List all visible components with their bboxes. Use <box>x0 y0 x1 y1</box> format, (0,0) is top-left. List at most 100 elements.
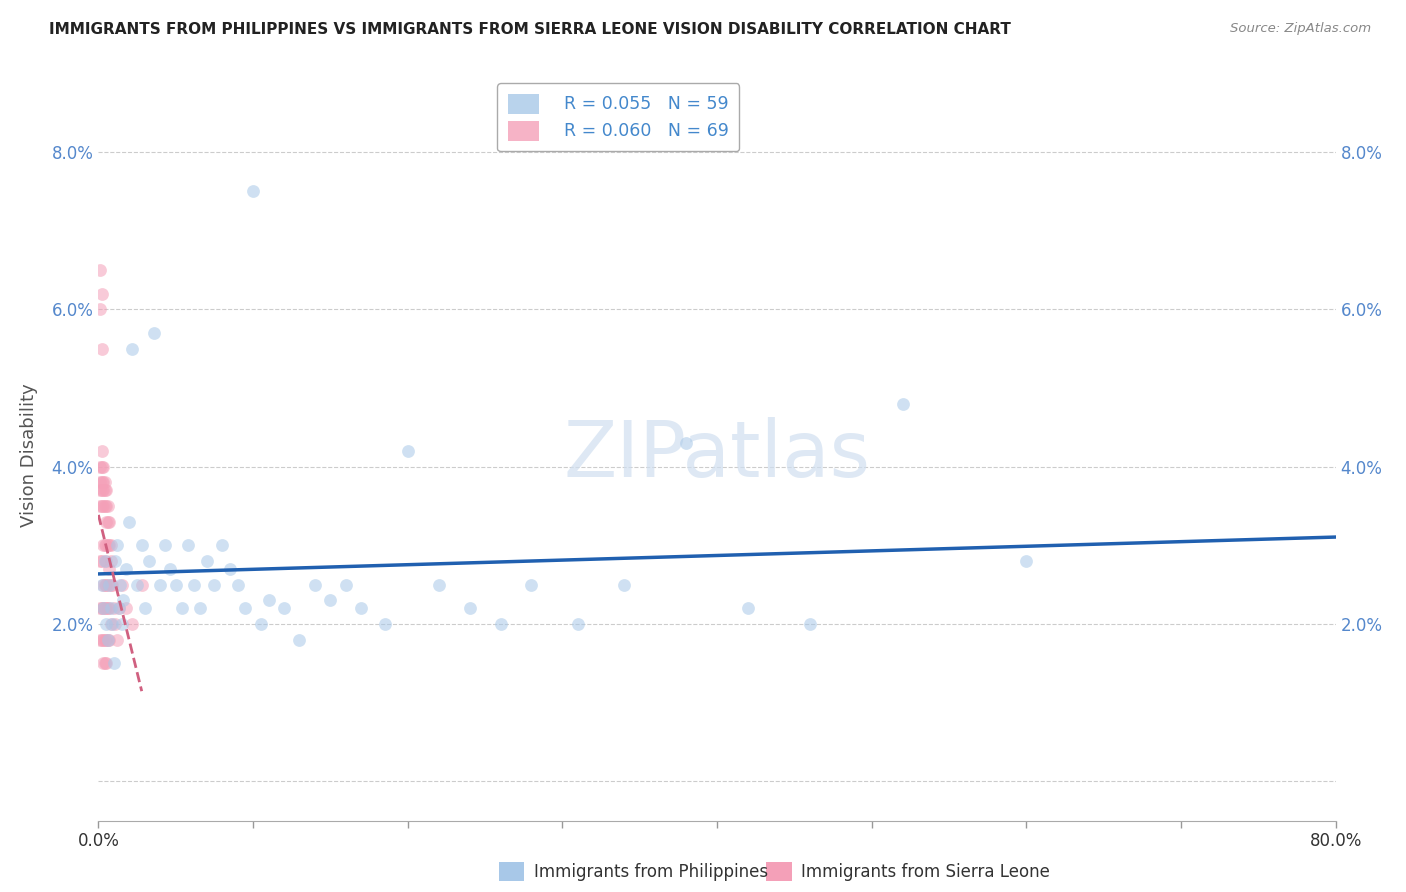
Point <box>288 632 311 647</box>
Point <box>177 538 200 552</box>
Point <box>93 475 115 490</box>
Point <box>93 499 115 513</box>
Point <box>90 444 112 458</box>
Point <box>107 601 129 615</box>
Point <box>101 617 124 632</box>
Point <box>96 483 118 498</box>
Point <box>153 538 176 552</box>
Point <box>134 601 156 615</box>
Point <box>242 185 264 199</box>
Point <box>90 475 112 490</box>
Point <box>100 554 122 568</box>
Point <box>97 538 120 552</box>
Point <box>96 632 118 647</box>
Point <box>143 326 166 340</box>
Point <box>90 554 112 568</box>
Point <box>91 632 114 647</box>
Point <box>91 538 114 552</box>
Point <box>1015 554 1038 568</box>
Point <box>100 617 122 632</box>
Point <box>89 483 111 498</box>
Text: Source: ZipAtlas.com: Source: ZipAtlas.com <box>1230 22 1371 36</box>
Point <box>115 562 138 576</box>
Point <box>108 577 131 591</box>
Point <box>93 483 115 498</box>
Point <box>90 499 112 513</box>
Point <box>170 601 193 615</box>
Point <box>226 577 249 591</box>
Point <box>219 562 242 576</box>
Point <box>97 632 120 647</box>
Point <box>93 657 115 671</box>
Point <box>91 601 114 615</box>
Point <box>97 632 120 647</box>
Point <box>105 632 128 647</box>
Point <box>183 577 205 591</box>
Text: Immigrants from Sierra Leone: Immigrants from Sierra Leone <box>801 863 1050 881</box>
Text: ZIPatlas: ZIPatlas <box>564 417 870 493</box>
Point <box>89 499 111 513</box>
Point <box>103 601 125 615</box>
Point <box>90 459 112 474</box>
Point <box>204 577 226 591</box>
Point <box>335 577 357 591</box>
Point <box>96 499 118 513</box>
Point <box>396 444 419 458</box>
Point <box>111 577 132 591</box>
Point <box>489 617 512 632</box>
Point <box>121 342 143 356</box>
Point <box>520 577 543 591</box>
Point <box>90 577 112 591</box>
Point <box>93 538 115 552</box>
Point <box>91 483 114 498</box>
Point <box>93 554 115 568</box>
Point <box>115 601 138 615</box>
Point <box>91 601 114 615</box>
Point <box>100 577 122 591</box>
Y-axis label: Vision Disability: Vision Disability <box>20 383 38 527</box>
Point <box>190 601 212 615</box>
Point <box>93 577 115 591</box>
Point <box>737 601 759 615</box>
Point <box>89 263 111 277</box>
Point <box>98 632 121 647</box>
Point <box>90 286 112 301</box>
Point <box>98 562 121 576</box>
Point <box>105 538 128 552</box>
Point <box>100 601 122 615</box>
Point <box>211 538 233 552</box>
Point <box>104 554 127 568</box>
Point <box>799 617 821 632</box>
Point <box>89 601 111 615</box>
Point <box>96 538 118 552</box>
Point <box>319 593 342 607</box>
Point <box>98 577 121 591</box>
Point <box>101 577 124 591</box>
Point <box>107 601 129 615</box>
Point <box>91 475 114 490</box>
Point <box>100 538 122 552</box>
Point <box>350 601 373 615</box>
Point <box>93 601 115 615</box>
Point <box>131 577 153 591</box>
Point <box>195 554 218 568</box>
Point <box>96 515 118 529</box>
Point <box>257 593 280 607</box>
Point <box>96 577 118 591</box>
Point <box>374 617 396 632</box>
Point <box>111 617 132 632</box>
Point <box>165 577 187 591</box>
Point <box>89 632 111 647</box>
Point <box>96 554 118 568</box>
Point <box>112 593 135 607</box>
Point <box>91 657 114 671</box>
Point <box>96 601 118 615</box>
Point <box>89 475 111 490</box>
Point <box>159 562 181 576</box>
Point <box>97 577 120 591</box>
Text: IMMIGRANTS FROM PHILIPPINES VS IMMIGRANTS FROM SIERRA LEONE VISION DISABILITY CO: IMMIGRANTS FROM PHILIPPINES VS IMMIGRANT… <box>49 22 1011 37</box>
Point <box>97 601 120 615</box>
Point <box>97 515 120 529</box>
Point <box>138 554 160 568</box>
Point <box>91 499 114 513</box>
